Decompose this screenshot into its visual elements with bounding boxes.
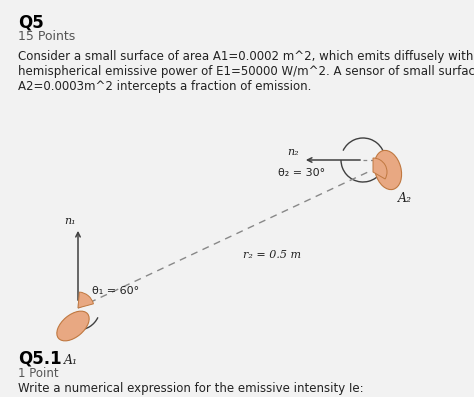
Text: Write a numerical expression for the emissive intensity Ie:: Write a numerical expression for the emi… — [18, 382, 364, 395]
Text: n₂: n₂ — [287, 147, 299, 157]
Text: Q5: Q5 — [18, 14, 44, 32]
Text: A₂: A₂ — [398, 192, 412, 205]
Text: θ₁ = 60°: θ₁ = 60° — [92, 286, 139, 296]
Wedge shape — [78, 292, 93, 308]
Text: A2=0.0003m^2 intercepts a fraction of emission.: A2=0.0003m^2 intercepts a fraction of em… — [18, 80, 311, 93]
Text: r₂ = 0.5 m: r₂ = 0.5 m — [243, 250, 301, 260]
Text: n₁: n₁ — [64, 216, 76, 226]
Text: 15 Points: 15 Points — [18, 30, 75, 43]
Ellipse shape — [374, 150, 401, 190]
Text: hemispherical emissive power of E1=50000 W/m^2. A sensor of small surface area: hemispherical emissive power of E1=50000… — [18, 65, 474, 78]
Text: Consider a small surface of area A1=0.0002 m^2, which emits diffusely with a tot: Consider a small surface of area A1=0.00… — [18, 50, 474, 63]
Wedge shape — [373, 158, 387, 179]
Text: Q5.1: Q5.1 — [18, 350, 62, 368]
Text: θ₂ = 30°: θ₂ = 30° — [278, 168, 325, 178]
Ellipse shape — [57, 311, 89, 341]
Text: 1 Point: 1 Point — [18, 367, 59, 380]
Text: A₁: A₁ — [64, 354, 78, 367]
